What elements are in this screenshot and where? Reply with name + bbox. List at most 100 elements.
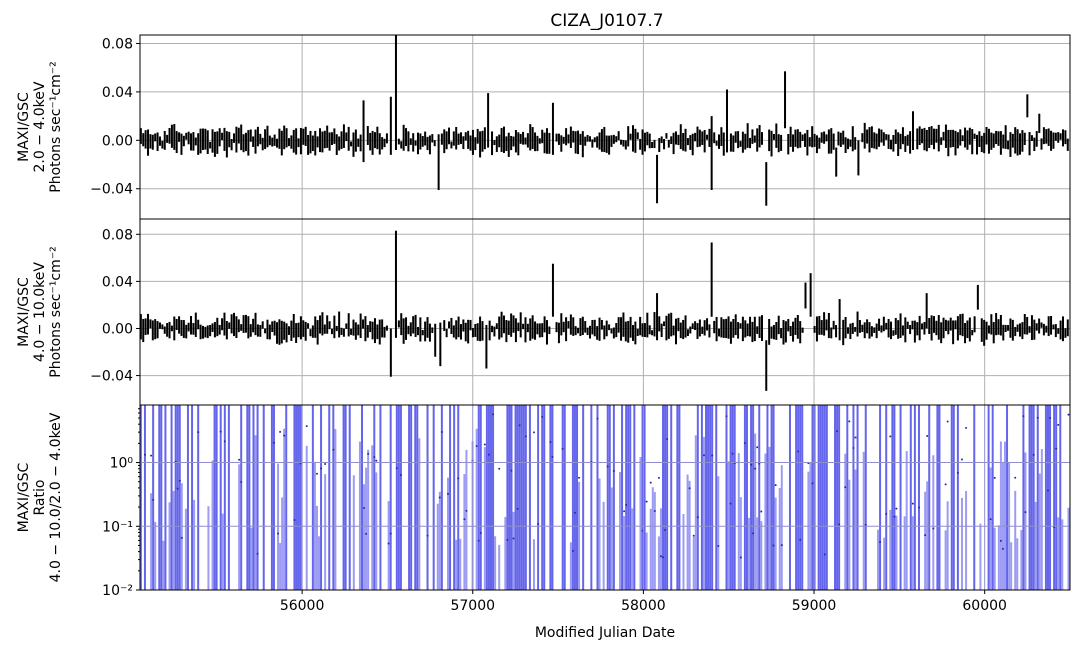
ratio-point [944, 483, 947, 486]
ratio-point [811, 482, 814, 485]
ratio-point [688, 487, 691, 490]
panel-3-errorbars [139, 405, 1070, 590]
ratio-point [447, 492, 450, 495]
ratio-point [573, 511, 576, 514]
ratio-point [315, 472, 318, 475]
ylabel-line: Photons sec⁻¹cm⁻² [48, 61, 64, 193]
ratio-point [143, 453, 146, 456]
ratio-point [879, 541, 882, 544]
ratio-point [649, 481, 652, 484]
ratio-point [960, 458, 963, 461]
ylabel-line: Ratio [32, 480, 48, 516]
ratio-point [561, 447, 564, 450]
panel-3-ylabel: MAXI/GSCRatio4.0 − 10.0/2.0 − 4.0keV [16, 412, 64, 582]
ratio-point [653, 509, 656, 512]
y-tick-label: 0.04 [102, 274, 133, 290]
ratio-point [498, 467, 501, 470]
ratio-point [844, 486, 847, 489]
ratio-point [625, 503, 628, 506]
ratio-point [510, 469, 513, 472]
ratio-point [1067, 413, 1070, 416]
ratio-point [277, 532, 280, 535]
ratio-point [750, 463, 753, 466]
ratio-point [256, 552, 259, 555]
ratio-point [219, 430, 222, 433]
ratio-point [729, 502, 732, 505]
y-tick-label: 10⁻¹ [102, 519, 133, 535]
ratio-point [537, 522, 540, 525]
ratio-point [893, 515, 896, 518]
ratio-point [332, 448, 335, 451]
ratio-point [664, 528, 667, 531]
ratio-point [524, 435, 527, 438]
ratio-point [387, 542, 390, 545]
ratio-point [854, 436, 857, 439]
ratio-point [725, 415, 728, 418]
ylabel-line: MAXI/GSC [16, 277, 32, 347]
ratio-point [606, 465, 609, 468]
ratio-point [487, 453, 490, 456]
x-axis-label: Modified Julian Date [535, 625, 675, 641]
ratio-point [516, 507, 519, 510]
ratio-point [180, 536, 183, 539]
ylabel-line: MAXI/GSC [16, 92, 32, 162]
ratio-point [395, 467, 398, 470]
ratio-point [659, 555, 662, 558]
panel-3-hardness-ratio: 10⁻² 10⁻¹ 10⁰ MAXI/GSCRatio4.0 − 10.0/2.0 … [16, 404, 1071, 599]
ratio-point [965, 426, 968, 429]
ratio-point [1014, 476, 1017, 479]
ratio-point [477, 539, 480, 542]
ratio-point [932, 527, 935, 530]
panel-1-grid [140, 35, 1070, 219]
ratio-point [440, 430, 443, 433]
ratio-point [838, 523, 841, 526]
ratio-point [717, 545, 720, 548]
ratio-point [739, 556, 742, 559]
ratio-point [702, 454, 705, 457]
ratio-point [946, 420, 949, 423]
ratio-point [666, 438, 669, 441]
ratio-point [305, 425, 308, 428]
ratio-point [551, 455, 554, 458]
ratio-point [711, 454, 714, 457]
ratio-point [662, 556, 665, 559]
ratio-point [999, 539, 1002, 542]
ratio-point [657, 476, 660, 479]
ylabel-line: Photons sec⁻¹cm⁻² [48, 246, 64, 378]
panel-2-grid [140, 219, 1070, 405]
ratio-point [240, 480, 243, 483]
ratio-point [549, 441, 552, 444]
x-tick-label: 58000 [621, 598, 666, 614]
ratio-point [578, 476, 581, 479]
ratio-point [571, 549, 574, 552]
ratio-point [375, 459, 378, 462]
panel-1-ylabel: MAXI/GSC2.0 − 4.0keVPhotons sec⁻¹cm⁻² [16, 61, 64, 193]
y-tick-label: 0.00 [102, 321, 133, 337]
ylabel-line: MAXI/GSC [16, 462, 32, 532]
ratio-point [989, 518, 992, 521]
ratio-point [756, 446, 759, 449]
y-tick-label: 0.08 [102, 227, 133, 243]
ratio-point [492, 413, 495, 416]
ratio-point [518, 424, 521, 427]
ratio-point [389, 532, 392, 535]
x-tick-label: 59000 [792, 598, 837, 614]
y-tick-label: 0.00 [102, 133, 133, 149]
ratio-point [279, 430, 282, 433]
ratio-point [463, 518, 466, 521]
ratio-point [1032, 453, 1035, 456]
ratio-point [911, 502, 914, 505]
ratio-point [373, 456, 376, 459]
ratio-point [324, 463, 327, 466]
ratio-point [823, 553, 826, 556]
ratio-point [399, 474, 402, 477]
ratio-point [956, 471, 959, 474]
ratio-point [367, 452, 370, 455]
ratio-point [774, 484, 777, 487]
ratio-point [993, 476, 996, 479]
ratio-point [465, 509, 468, 512]
ratio-point [797, 450, 800, 453]
ratio-point [1049, 416, 1052, 419]
ratio-point [479, 532, 482, 535]
panel-1-errorbars [139, 35, 1069, 206]
